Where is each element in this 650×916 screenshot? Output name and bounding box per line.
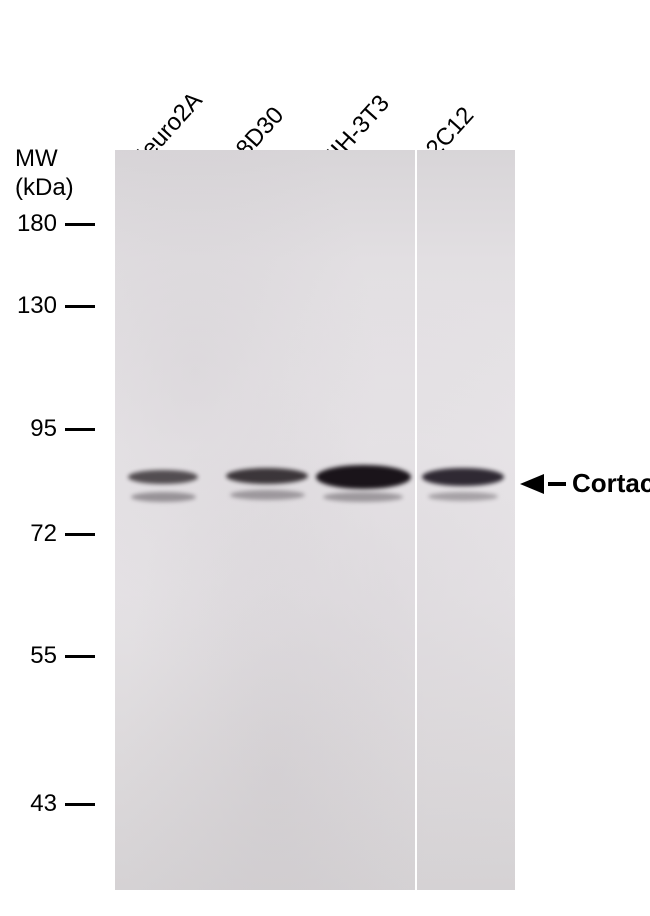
arrow-line-icon — [548, 482, 566, 486]
mw-value: 180 — [0, 210, 65, 238]
axis-title: MW (kDa) — [15, 145, 74, 203]
mw-dash — [65, 803, 95, 806]
axis-title-line2: (kDa) — [15, 174, 74, 201]
protein-band — [422, 468, 504, 486]
mw-value: 72 — [0, 520, 65, 548]
protein-band — [226, 468, 308, 484]
mw-tick: 55 — [0, 642, 95, 670]
protein-band — [316, 465, 411, 489]
arrow-head-icon — [520, 474, 544, 494]
target-protein-name: Cortactin — [572, 468, 650, 499]
protein-band — [323, 492, 403, 502]
lane-divider — [415, 150, 417, 890]
mw-value: 130 — [0, 292, 65, 320]
blot-texture — [115, 150, 515, 890]
mw-tick: 72 — [0, 520, 95, 548]
protein-band — [128, 470, 198, 484]
mw-dash — [65, 305, 95, 308]
protein-band — [131, 492, 196, 502]
mw-value: 95 — [0, 415, 65, 443]
mw-tick: 95 — [0, 415, 95, 443]
mw-value: 55 — [0, 642, 65, 670]
mw-dash — [65, 533, 95, 536]
protein-band — [230, 490, 305, 500]
blot-figure: MW (kDa) 18013095725543 Neuro2AC8D30NIH-… — [0, 0, 650, 916]
axis-title-line1: MW — [15, 145, 58, 172]
protein-band — [428, 492, 498, 501]
target-arrow-label: Cortactin — [520, 468, 650, 499]
mw-dash — [65, 655, 95, 658]
mw-tick: 180 — [0, 210, 95, 238]
mw-value: 43 — [0, 790, 65, 818]
mw-dash — [65, 223, 95, 226]
blot-membrane — [115, 150, 515, 890]
mw-tick: 130 — [0, 292, 95, 320]
mw-dash — [65, 428, 95, 431]
mw-tick: 43 — [0, 790, 95, 818]
